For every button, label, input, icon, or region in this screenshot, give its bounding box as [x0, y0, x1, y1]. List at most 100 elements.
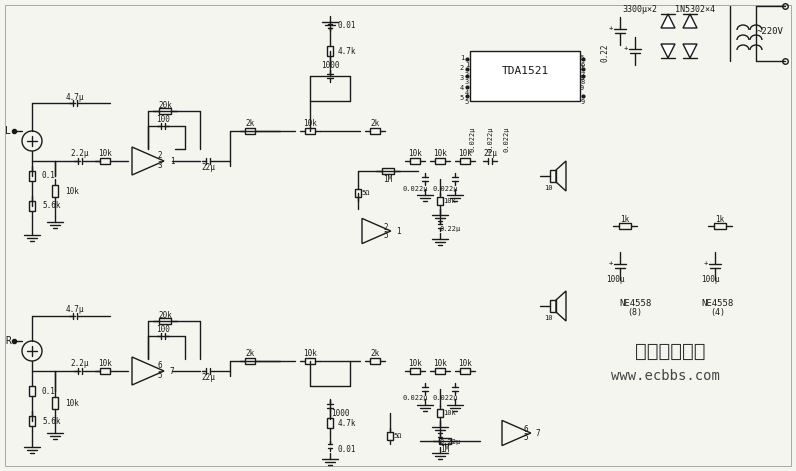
- Text: 1: 1: [460, 55, 464, 61]
- Text: 0.022µ: 0.022µ: [432, 395, 458, 401]
- Bar: [437, 409, 443, 417]
- Text: 100µ: 100µ: [700, 275, 720, 284]
- Text: 10k: 10k: [303, 349, 317, 358]
- Bar: [29, 201, 35, 211]
- Text: 0.022µ: 0.022µ: [504, 126, 510, 152]
- Text: 100: 100: [156, 325, 170, 334]
- Text: 7: 7: [536, 429, 540, 438]
- Text: +: +: [704, 260, 708, 266]
- Text: 10k: 10k: [408, 359, 422, 368]
- Text: 10k: 10k: [458, 359, 472, 368]
- Text: 1000: 1000: [331, 408, 349, 417]
- Text: NE4558: NE4558: [702, 299, 734, 308]
- Text: 3: 3: [465, 79, 469, 85]
- Text: NE4558: NE4558: [618, 299, 651, 308]
- Text: 10k: 10k: [443, 198, 456, 204]
- Text: 10: 10: [544, 315, 552, 321]
- Text: 10k: 10k: [98, 149, 112, 159]
- Text: +: +: [624, 45, 628, 51]
- Bar: [387, 432, 393, 440]
- Text: R: R: [5, 336, 11, 346]
- Bar: [245, 358, 255, 364]
- Text: 5Ω: 5Ω: [361, 190, 370, 196]
- Text: 0.22µ: 0.22µ: [439, 226, 461, 232]
- Text: 2k: 2k: [370, 349, 380, 358]
- Text: (4): (4): [711, 308, 725, 317]
- Text: 0.22µ: 0.22µ: [439, 439, 461, 445]
- Text: 8: 8: [579, 75, 584, 81]
- Text: 7: 7: [579, 65, 584, 71]
- Text: 2: 2: [460, 65, 464, 71]
- Text: 10k: 10k: [65, 187, 79, 195]
- Text: 22µ: 22µ: [201, 374, 215, 382]
- Text: 3300µ×2: 3300µ×2: [622, 5, 657, 14]
- Text: 2k: 2k: [245, 120, 255, 129]
- Bar: [550, 170, 556, 182]
- Text: 1k: 1k: [620, 214, 630, 224]
- Text: 2k: 2k: [370, 120, 380, 129]
- Text: 5: 5: [460, 95, 464, 101]
- Text: 2.2µ: 2.2µ: [71, 359, 89, 368]
- Bar: [435, 368, 445, 374]
- Text: 2: 2: [158, 152, 162, 161]
- Text: 20k: 20k: [158, 310, 172, 319]
- Text: 5: 5: [524, 432, 529, 441]
- Bar: [460, 368, 470, 374]
- Text: 10k: 10k: [443, 410, 456, 416]
- Bar: [305, 358, 315, 364]
- Text: 0.022µ: 0.022µ: [402, 395, 427, 401]
- Text: 0.022µ: 0.022µ: [487, 126, 493, 152]
- Bar: [29, 416, 35, 426]
- Text: 2.2µ: 2.2µ: [71, 149, 89, 159]
- Text: 3: 3: [460, 75, 464, 81]
- Text: 10k: 10k: [458, 149, 472, 159]
- Text: 10k: 10k: [433, 149, 447, 159]
- Text: 20k: 20k: [158, 100, 172, 109]
- Text: 0.022µ: 0.022µ: [402, 186, 427, 192]
- Bar: [714, 223, 726, 229]
- Bar: [52, 185, 58, 197]
- Text: 4.7µ: 4.7µ: [66, 92, 84, 101]
- Text: 0.01: 0.01: [338, 22, 357, 31]
- Bar: [100, 158, 110, 164]
- Text: 3: 3: [158, 162, 162, 171]
- Text: 0.022µ: 0.022µ: [469, 126, 475, 152]
- Text: 5.6k: 5.6k: [42, 202, 60, 211]
- Bar: [327, 46, 333, 56]
- Text: 6: 6: [581, 62, 585, 68]
- Bar: [550, 300, 556, 312]
- Bar: [52, 397, 58, 409]
- Text: TDA1521: TDA1521: [501, 66, 548, 76]
- Bar: [159, 108, 171, 114]
- Text: 6: 6: [158, 362, 162, 371]
- Text: 10: 10: [544, 185, 552, 191]
- Text: 1k: 1k: [716, 214, 724, 224]
- Bar: [382, 168, 394, 174]
- Text: ~220V: ~220V: [756, 26, 783, 35]
- Text: 10k: 10k: [98, 359, 112, 368]
- Text: L: L: [5, 126, 11, 136]
- Bar: [245, 128, 255, 134]
- Text: 100µ: 100µ: [606, 275, 624, 284]
- Bar: [327, 418, 333, 428]
- Bar: [435, 158, 445, 164]
- Text: 中国电子论坛: 中国电子论坛: [634, 341, 705, 360]
- Text: 10k: 10k: [303, 120, 317, 129]
- Text: 2: 2: [384, 222, 388, 232]
- Text: 1000: 1000: [321, 62, 339, 71]
- Bar: [305, 128, 315, 134]
- Bar: [439, 438, 451, 444]
- Bar: [370, 128, 380, 134]
- Text: 10k: 10k: [433, 359, 447, 368]
- Text: 5: 5: [384, 230, 388, 239]
- Bar: [470, 51, 580, 101]
- Text: 10k: 10k: [408, 149, 422, 159]
- Text: 4.7k: 4.7k: [338, 47, 357, 56]
- Text: 1: 1: [396, 227, 400, 236]
- Text: +: +: [609, 260, 613, 266]
- Text: 5: 5: [158, 372, 162, 381]
- Text: 4: 4: [465, 90, 469, 96]
- Bar: [437, 197, 443, 205]
- Text: 7: 7: [170, 366, 174, 375]
- Bar: [355, 189, 361, 197]
